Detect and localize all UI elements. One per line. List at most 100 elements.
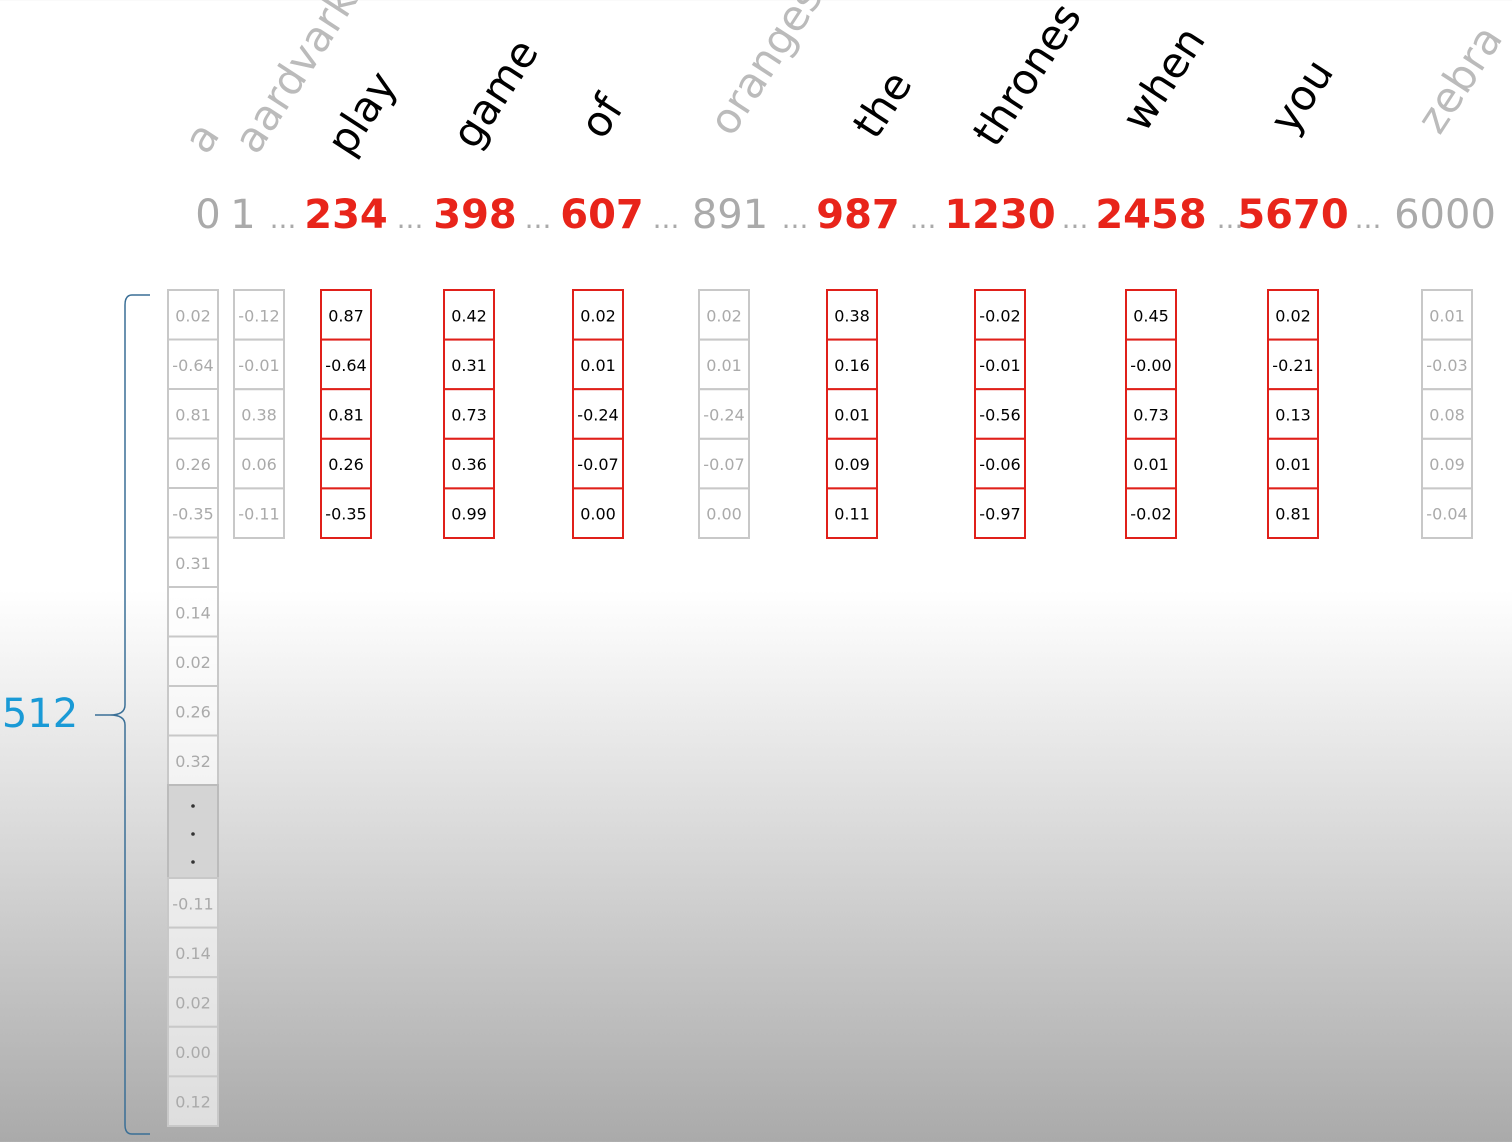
vector-cell bbox=[698, 437, 750, 490]
vector-value: -0.35 bbox=[172, 504, 213, 523]
vector-cell bbox=[572, 388, 624, 440]
index: 1230 bbox=[944, 192, 1055, 238]
vector-value: 0.31 bbox=[175, 554, 211, 573]
vector-value: 0.73 bbox=[451, 406, 487, 425]
vector-value: -0.02 bbox=[979, 306, 1020, 325]
vector-cell bbox=[974, 437, 1026, 490]
vector-value: 0.14 bbox=[175, 944, 211, 963]
vector-value: -0.64 bbox=[325, 356, 366, 375]
vector-cell bbox=[1421, 388, 1473, 440]
vector-value: 0.36 bbox=[451, 455, 487, 474]
vector-value: -0.24 bbox=[577, 406, 618, 425]
vector-cell bbox=[826, 487, 878, 539]
vector-cell bbox=[698, 487, 750, 539]
vector-cell bbox=[320, 338, 372, 391]
vector-cell bbox=[1125, 289, 1177, 341]
vector-cell bbox=[1125, 388, 1177, 440]
vector-cell bbox=[320, 437, 372, 490]
vector-value: 0.13 bbox=[1275, 406, 1311, 425]
vector-value: -0.97 bbox=[979, 505, 1020, 524]
vector-value: 0.01 bbox=[1275, 455, 1311, 474]
ellipsis: ... bbox=[653, 202, 680, 235]
vector-cell bbox=[443, 388, 495, 440]
vector-cell bbox=[826, 388, 878, 440]
ellipsis: ... bbox=[1062, 202, 1089, 235]
vector-cell bbox=[698, 338, 750, 391]
vector-value: -0.07 bbox=[703, 455, 744, 474]
vector-value: 0.02 bbox=[1275, 306, 1311, 325]
vector-value: -0.64 bbox=[172, 356, 213, 375]
vector-value: 0.02 bbox=[706, 306, 742, 325]
ellipsis-dot bbox=[191, 860, 195, 864]
vector-cell bbox=[698, 289, 750, 341]
vector-value: 0.01 bbox=[1133, 455, 1169, 474]
index: 234 bbox=[304, 192, 388, 238]
vector-value: -0.07 bbox=[577, 455, 618, 474]
vector-value: -0.24 bbox=[703, 406, 744, 425]
vector-value: 0.01 bbox=[706, 356, 742, 375]
vector-cell bbox=[1267, 338, 1319, 391]
vector-cell bbox=[1125, 437, 1177, 490]
vector-value: 0.00 bbox=[706, 505, 742, 524]
vector-value: -0.35 bbox=[325, 505, 366, 524]
vector-value: 0.08 bbox=[1429, 406, 1465, 425]
vector-value: 0.73 bbox=[1133, 406, 1169, 425]
vector-value: 0.81 bbox=[328, 406, 364, 425]
vector-cell bbox=[572, 289, 624, 341]
vector-cell bbox=[1421, 338, 1473, 391]
vector-value: 0.09 bbox=[834, 455, 870, 474]
word: the bbox=[843, 62, 922, 147]
vector-value: 0.81 bbox=[175, 405, 211, 424]
vector-cell bbox=[167, 976, 219, 1028]
ellipsis-dot bbox=[191, 832, 195, 836]
vector-value: 0.00 bbox=[580, 505, 616, 524]
index: 1 bbox=[230, 192, 255, 238]
vector-value: 0.12 bbox=[175, 1093, 211, 1112]
ellipsis: ... bbox=[270, 202, 297, 235]
vector-value: -0.03 bbox=[1426, 356, 1467, 375]
vector-value: 0.26 bbox=[175, 455, 211, 474]
vector-cell bbox=[167, 926, 219, 979]
vector-value: -0.21 bbox=[1272, 356, 1313, 375]
vector-cell bbox=[443, 338, 495, 391]
vector-value: -0.01 bbox=[238, 356, 279, 375]
vector-value: 0.38 bbox=[834, 306, 870, 325]
vector-value: -0.11 bbox=[238, 505, 279, 524]
vector-value: 0.99 bbox=[451, 505, 487, 524]
vector-value: 0.31 bbox=[451, 356, 487, 375]
vector-value: 0.06 bbox=[241, 455, 277, 474]
vector-cell bbox=[1267, 388, 1319, 440]
brace bbox=[95, 294, 150, 1135]
index: 2458 bbox=[1095, 192, 1206, 238]
word: a bbox=[174, 113, 229, 161]
ellipsis: ... bbox=[782, 202, 809, 235]
vector-cell bbox=[167, 635, 219, 687]
vector-cell bbox=[1125, 487, 1177, 539]
vector-cell bbox=[233, 289, 285, 341]
vector-cell bbox=[1421, 289, 1473, 341]
vector-value: 0.02 bbox=[175, 306, 211, 325]
vector-cell bbox=[233, 388, 285, 440]
vector-value: 0.81 bbox=[1275, 505, 1311, 524]
vector-cell bbox=[167, 1025, 219, 1078]
vector-value: 0.87 bbox=[328, 306, 364, 325]
index: 891 bbox=[692, 192, 768, 238]
vector-value: 0.01 bbox=[580, 356, 616, 375]
vector-value: -0.02 bbox=[1130, 505, 1171, 524]
word: game bbox=[442, 30, 548, 157]
vector-value: -0.56 bbox=[979, 406, 1020, 425]
index: 0 bbox=[195, 192, 220, 238]
vector-value: 0.16 bbox=[834, 356, 870, 375]
word: oranges bbox=[699, 0, 833, 144]
word: thrones bbox=[963, 0, 1091, 155]
vector-cell bbox=[167, 586, 219, 638]
vector-value: -0.04 bbox=[1426, 505, 1467, 524]
index: 607 bbox=[560, 192, 644, 238]
vector-cell bbox=[320, 487, 372, 539]
word: of bbox=[570, 85, 634, 147]
vector-cell bbox=[1421, 487, 1473, 539]
vector-value: -0.00 bbox=[1130, 356, 1171, 375]
word: when bbox=[1112, 18, 1215, 140]
